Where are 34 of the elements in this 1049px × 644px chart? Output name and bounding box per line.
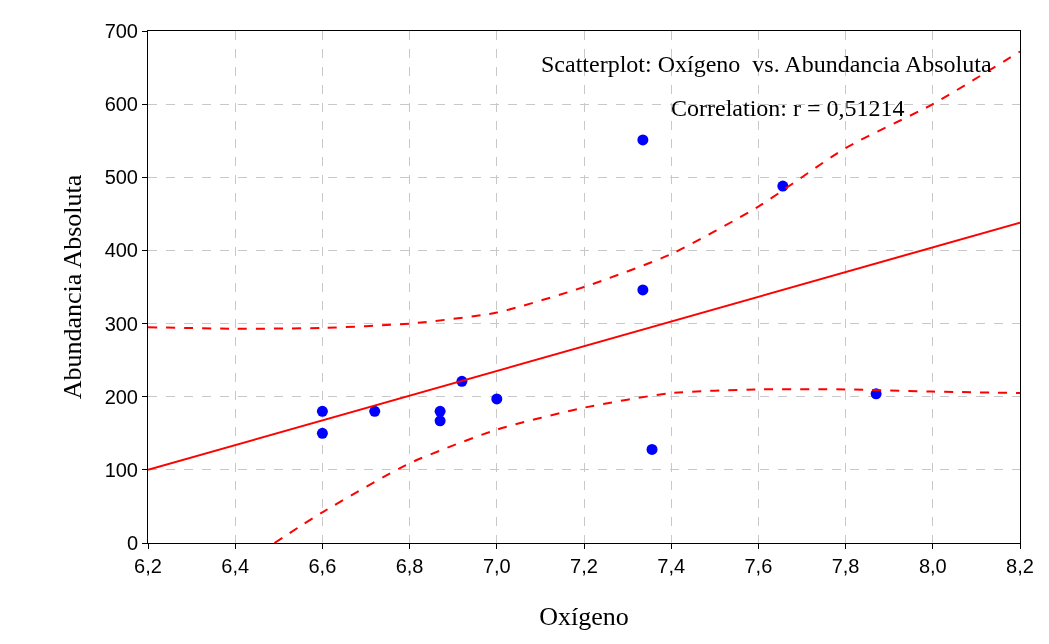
y-tick-label: 100 xyxy=(104,458,138,481)
y-tick-label: 0 xyxy=(126,532,138,554)
point xyxy=(646,443,658,455)
line-series xyxy=(148,50,1020,330)
y-axis-title: Abundancia Absoluta xyxy=(58,174,88,400)
y-tick-label: 500 xyxy=(104,166,138,189)
x-tick-label: 6,8 xyxy=(395,555,424,577)
x-tick-label: 8,0 xyxy=(918,555,947,577)
point xyxy=(316,427,328,439)
point xyxy=(434,405,446,417)
annotation: Correlation: r = 0,51214 xyxy=(671,95,905,121)
point xyxy=(637,284,649,296)
x-tick-label: 7,8 xyxy=(831,555,860,577)
point xyxy=(434,415,446,427)
x-tick-label: 7,2 xyxy=(570,555,598,577)
x-tick-label: 7,0 xyxy=(482,555,511,577)
point xyxy=(316,405,328,417)
x-tick-label: 6,6 xyxy=(308,555,337,577)
x-tick-label: 7,4 xyxy=(657,555,686,577)
y-tick-label: 300 xyxy=(104,312,138,335)
annotation: Scatterplot: Oxígeno vs. Abundancia Absoluta xyxy=(541,51,992,77)
x-tick-label: 7,6 xyxy=(744,555,773,577)
x-axis-title: Oxígeno xyxy=(539,601,629,631)
point xyxy=(491,393,503,405)
y-tick-label: 700 xyxy=(104,20,138,42)
x-tick-label: 8,2 xyxy=(1006,555,1034,577)
x-tick-label: 6,4 xyxy=(221,555,250,577)
line-series xyxy=(273,388,1020,543)
y-tick-label: 600 xyxy=(104,93,138,116)
x-tick-label: 6,2 xyxy=(134,555,162,577)
y-tick-label: 200 xyxy=(104,385,138,408)
y-tick-label: 400 xyxy=(104,239,138,262)
point xyxy=(369,405,381,417)
point xyxy=(637,134,649,146)
